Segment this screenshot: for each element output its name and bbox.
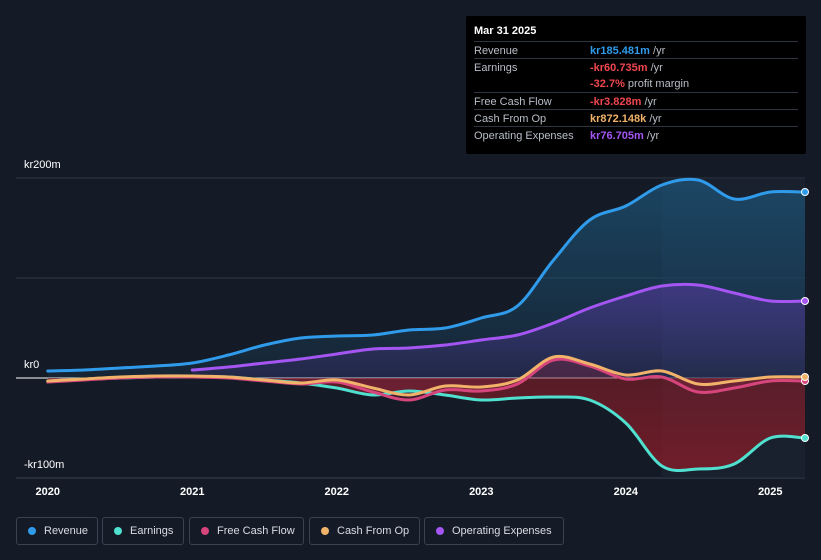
area-free-cash-flow: [47, 359, 806, 401]
x-tick-label: 2022: [325, 486, 349, 498]
y-tick-label-minus-100: -kr100m: [24, 459, 65, 471]
y-tick-label-0: kr0: [24, 359, 40, 371]
x-tick-label: 2025: [758, 486, 782, 498]
legend-label: Revenue: [44, 525, 89, 537]
legend-label: Earnings: [130, 525, 174, 537]
legend-revenue[interactable]: Revenue: [16, 517, 98, 545]
tooltip-value: -32.7% profit margin: [590, 78, 690, 90]
tooltip-row-profit-margin: -32.7% profit margin: [474, 75, 798, 92]
endpoint-marker-earnings: [801, 434, 809, 442]
legend-dot-icon: [28, 527, 36, 535]
legend-dot-icon: [201, 527, 209, 535]
series-line-operating-expenses: [190, 282, 807, 372]
area-earnings: [47, 376, 806, 471]
x-tick-label: 2020: [36, 486, 60, 498]
legend-cash-from-op[interactable]: Cash From Op: [309, 517, 420, 545]
tooltip-row-free-cash-flow: Free Cash Flow -kr3.828m /yr: [474, 92, 798, 110]
endpoint-marker-revenue: [801, 188, 809, 196]
tooltip-value: kr76.705m /yr: [590, 130, 660, 142]
tooltip-row-operating-expenses: Operating Expenses kr76.705m /yr: [474, 126, 798, 144]
endpoint-marker-operating-expenses: [801, 297, 809, 305]
legend-label: Free Cash Flow: [217, 525, 295, 537]
legend-operating-expenses[interactable]: Operating Expenses: [424, 517, 564, 545]
tooltip-value: kr185.481m /yr: [590, 45, 666, 57]
legend-earnings[interactable]: Earnings: [102, 517, 184, 545]
series-line-cash-from-op: [46, 354, 807, 397]
tooltip-date: Mar 31 2025: [474, 25, 537, 37]
tooltip-row-earnings: Earnings -kr60.735m /yr: [474, 58, 798, 76]
legend-free-cash-flow[interactable]: Free Cash Flow: [189, 517, 304, 545]
tooltip-value: kr872.148k /yr: [590, 113, 662, 125]
x-tick-label: 2023: [469, 486, 493, 498]
legend-dot-icon: [321, 527, 329, 535]
tooltip-label: Earnings: [474, 62, 518, 74]
area-operating-expenses: [192, 284, 806, 378]
y-tick-label-200: kr200m: [24, 159, 61, 171]
legend-label: Operating Expenses: [452, 525, 552, 537]
tooltip-value: -kr3.828m /yr: [590, 96, 657, 108]
legend-dot-icon: [114, 527, 122, 535]
tooltip-row-revenue: Revenue kr185.481m /yr: [474, 41, 798, 59]
x-tick-label: 2024: [614, 486, 639, 498]
data-tooltip: Mar 31 2025 Revenue kr185.481m /yr Earni…: [466, 16, 806, 154]
tooltip-label: Free Cash Flow: [474, 96, 552, 108]
tooltip-row-cash-from-op: Cash From Op kr872.148k /yr: [474, 109, 798, 127]
x-tick-label: 2021: [180, 486, 204, 498]
tooltip-label: Operating Expenses: [474, 130, 574, 142]
endpoint-marker-cash-from-op: [801, 373, 809, 381]
legend-label: Cash From Op: [337, 525, 410, 537]
tooltip-value: -kr60.735m /yr: [590, 62, 663, 74]
series-line-revenue: [46, 177, 807, 373]
legend-dot-icon: [436, 527, 444, 535]
tooltip-label: Cash From Op: [474, 113, 547, 125]
tooltip-label: Revenue: [474, 45, 519, 57]
